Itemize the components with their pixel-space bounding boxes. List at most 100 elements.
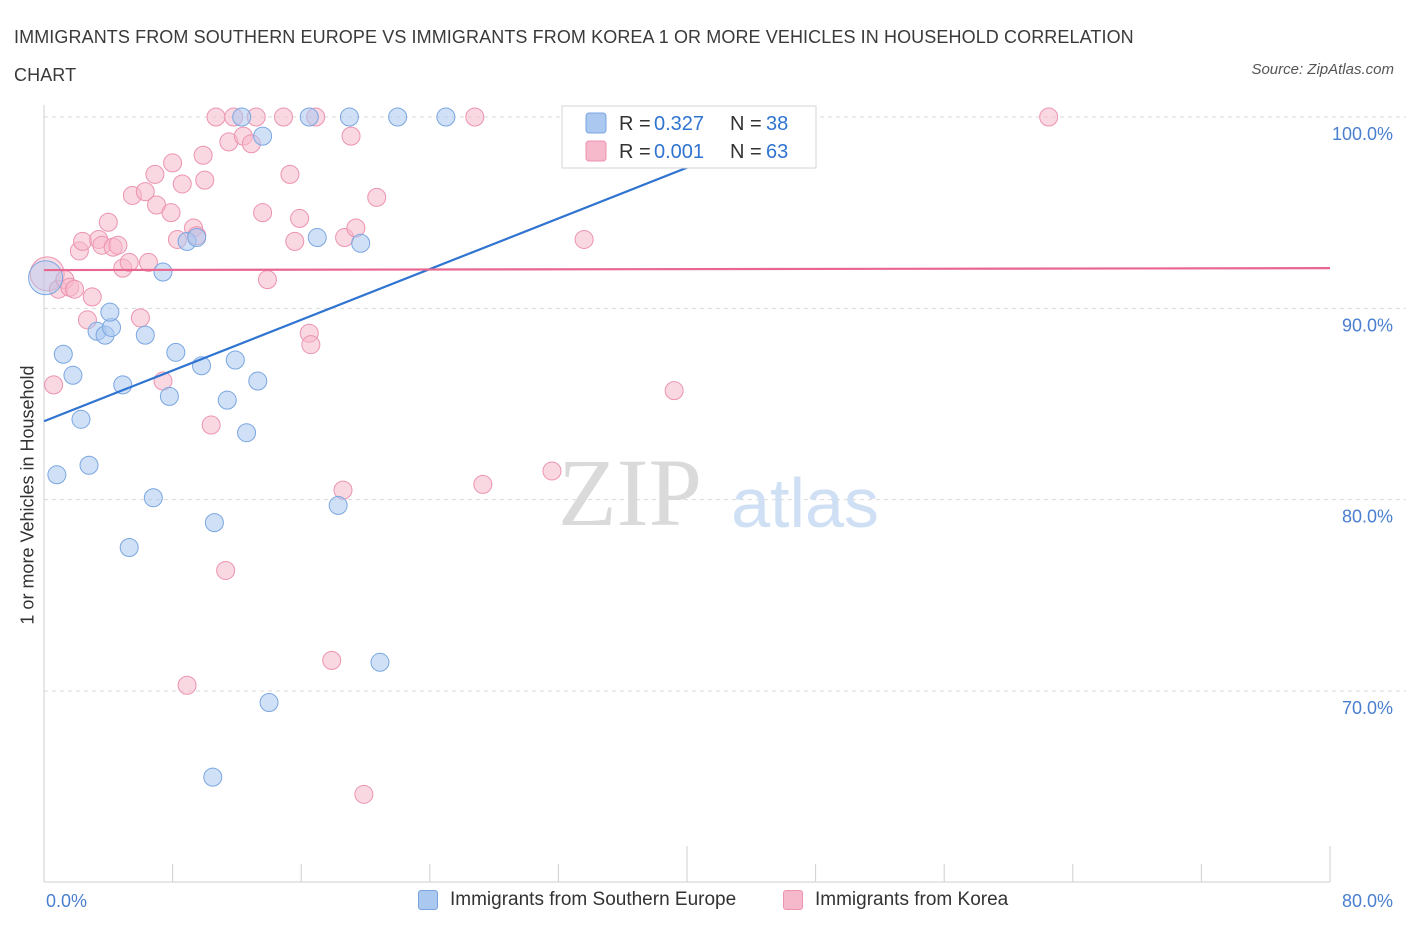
southern-europe-point (153, 262, 173, 282)
x-tick-label-max: 80.0% (1342, 891, 1393, 911)
korea-point (1039, 107, 1059, 127)
bottom-legend-swatch-blue (418, 890, 438, 910)
southern-europe-point (28, 260, 64, 296)
korea-point (201, 415, 221, 435)
korea-point (280, 164, 300, 184)
watermark-zip: ZIP (558, 439, 702, 546)
korea-point (574, 229, 594, 249)
korea-point (285, 231, 305, 251)
southern-europe-point (135, 325, 155, 345)
legend-swatch-pink (585, 140, 607, 162)
southern-europe-point (339, 107, 359, 127)
southern-europe-point (100, 302, 120, 322)
korea-point (65, 279, 85, 299)
korea-point (44, 375, 64, 395)
korea-point (135, 182, 155, 202)
southern-europe-point (159, 386, 179, 406)
grid-lines (44, 116, 1406, 692)
x-axis-tick-labels: 0.0% 80.0% (46, 891, 1393, 911)
southern-europe-point (225, 350, 245, 370)
southern-europe-point (71, 409, 91, 429)
korea-point (98, 212, 118, 232)
southern-europe-point (248, 371, 268, 391)
korea-point (542, 461, 562, 481)
korea-point (354, 784, 374, 804)
southern-europe-point (47, 465, 67, 485)
korea-point (145, 164, 165, 184)
southern-europe-point (203, 767, 223, 787)
y-tick-label: 70.0% (1342, 698, 1393, 718)
southern-europe-point (328, 495, 348, 515)
trend-line-korea (43, 267, 1331, 272)
korea-point (138, 252, 158, 272)
x-axis-ticks (43, 846, 1331, 882)
source-label: Source: ZipAtlas.com (1251, 61, 1394, 78)
southern-europe-point (388, 107, 408, 127)
korea-point (664, 381, 684, 401)
southern-europe-point (237, 423, 257, 443)
korea-point (163, 153, 183, 173)
southern-europe-point (119, 538, 139, 557)
legend-pink-r-label: R = (619, 141, 651, 163)
inset-legend: R = 0.327 N = 38 R = 0.001 N = 63 (561, 105, 817, 169)
korea-point (257, 270, 277, 290)
southern-europe-point (436, 107, 456, 127)
korea-point (465, 107, 485, 127)
southern-europe-point (187, 228, 207, 248)
korea-point (206, 107, 226, 127)
legend-pink-r-value: 0.001 (654, 141, 704, 163)
korea-point (367, 187, 387, 207)
southern-europe-point (63, 365, 83, 385)
korea-point (108, 235, 128, 255)
series-korea-points (29, 107, 1059, 804)
korea-point (193, 145, 213, 165)
southern-europe-point (204, 513, 224, 533)
korea-point (119, 252, 139, 272)
korea-point (341, 126, 361, 146)
southern-europe-point (351, 233, 371, 253)
korea-point (274, 107, 294, 127)
korea-point (172, 174, 192, 194)
korea-point (161, 203, 181, 223)
southern-europe-point (259, 692, 279, 712)
korea-point (130, 308, 150, 328)
bottom-legend-item-southern-europe: Immigrants from Southern Europe (418, 889, 736, 911)
bottom-legend: Immigrants from Southern Europe Immigran… (0, 889, 1406, 917)
legend-blue-n-value: 38 (766, 113, 788, 135)
y-axis-tick-labels: 70.0% 80.0% 90.0% 100.0% (1332, 124, 1393, 718)
korea-point (177, 675, 197, 695)
southern-europe-point (307, 228, 327, 248)
korea-point (322, 650, 342, 670)
korea-point (82, 287, 102, 307)
legend-blue-r-value: 0.327 (654, 113, 704, 135)
chart-title: IMMIGRANTS FROM SOUTHERN EUROPE VS IMMIG… (14, 27, 1134, 85)
bottom-legend-item-korea: Immigrants from Korea (783, 889, 1008, 911)
watermark-atlas: atlas (731, 464, 879, 542)
southern-europe-point (217, 390, 237, 410)
southern-europe-point (79, 455, 99, 475)
southern-europe-point (253, 126, 273, 146)
bottom-legend-swatch-pink (783, 890, 803, 910)
korea-point (216, 560, 236, 580)
southern-europe-point (232, 107, 252, 127)
korea-point (301, 335, 321, 355)
legend-pink-n-label: N = (730, 141, 762, 163)
southern-europe-point (166, 342, 186, 362)
bottom-legend-label-korea: Immigrants from Korea (815, 889, 1009, 910)
korea-point (253, 203, 273, 223)
legend-blue-r-label: R = (619, 113, 651, 135)
x-tick-label-min: 0.0% (46, 891, 87, 911)
southern-europe-point (53, 344, 73, 364)
korea-point (290, 208, 310, 228)
legend-swatch-blue (585, 112, 607, 134)
southern-europe-point (299, 107, 319, 127)
southern-europe-point (143, 488, 163, 508)
korea-point (73, 231, 93, 251)
legend-pink-n-value: 63 (766, 141, 788, 163)
y-tick-label: 90.0% (1342, 315, 1393, 335)
korea-point (473, 474, 493, 494)
y-tick-label: 80.0% (1342, 507, 1393, 527)
bottom-legend-label-southern-europe: Immigrants from Southern Europe (450, 889, 737, 910)
legend-blue-n-label: N = (730, 113, 762, 135)
